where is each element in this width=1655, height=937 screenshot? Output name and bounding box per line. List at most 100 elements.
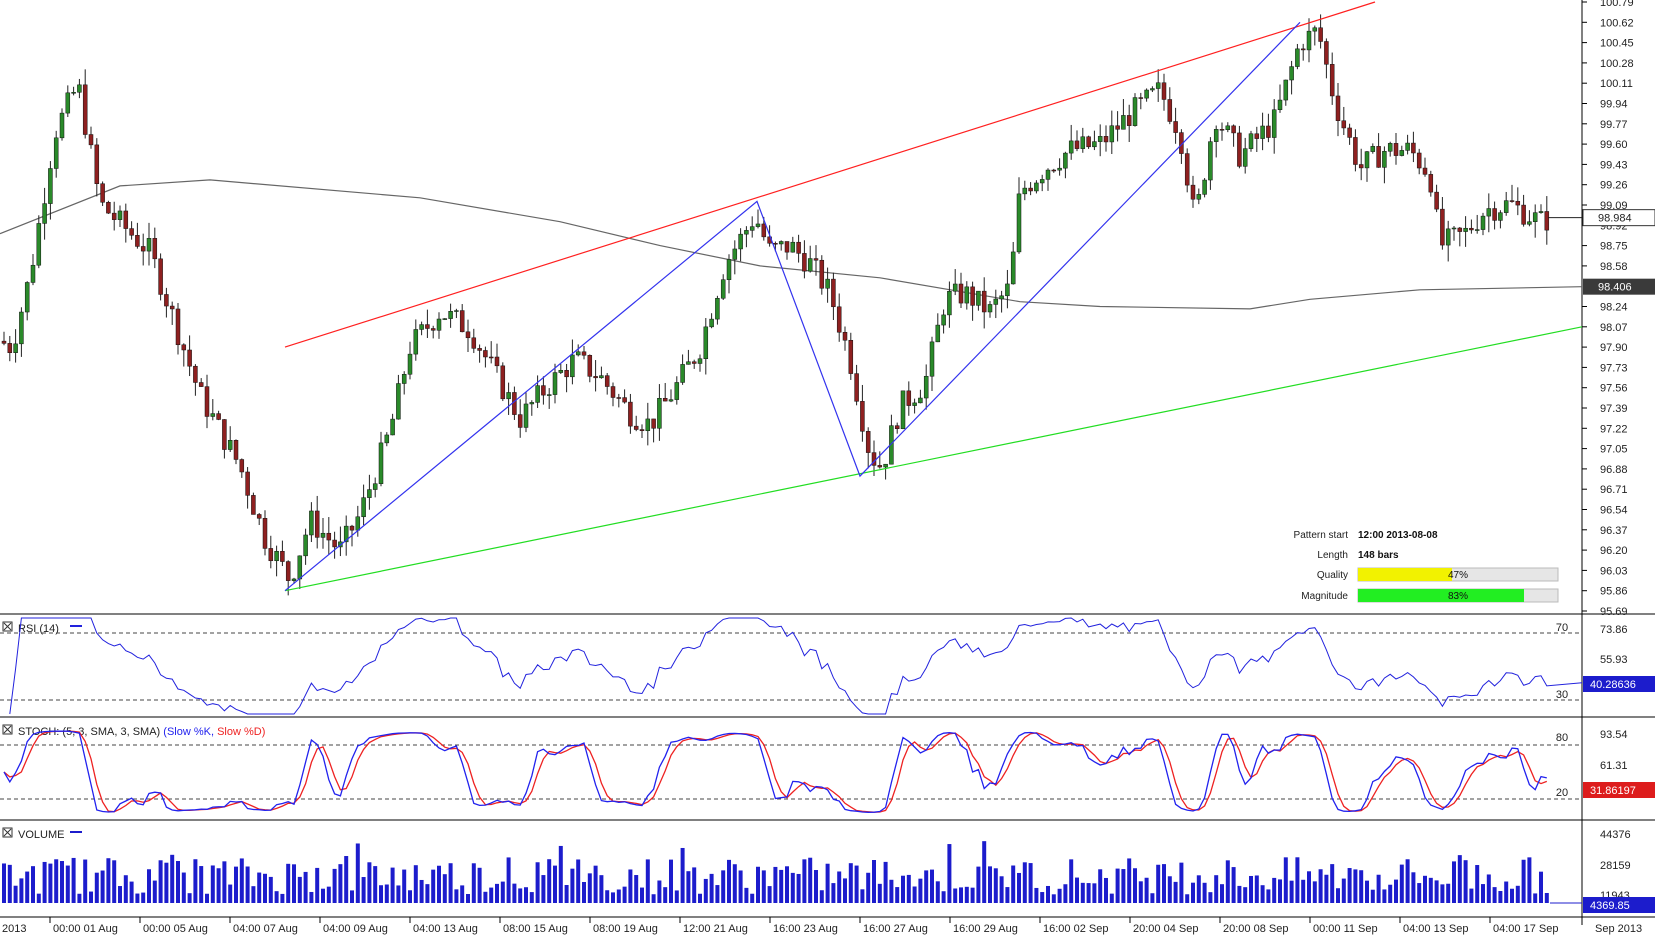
volume-bar xyxy=(918,878,923,903)
volume-bar xyxy=(744,887,749,903)
volume-bar xyxy=(71,857,76,903)
volume-bar xyxy=(483,891,488,903)
volume-bar xyxy=(1365,880,1369,903)
zigzag-path xyxy=(284,21,1301,592)
rsi-title: RSI (14) xyxy=(18,623,59,635)
bearish-candle xyxy=(1,340,7,344)
bearish-candle xyxy=(1266,125,1271,138)
volume-bar xyxy=(1022,862,1027,903)
volume-bar xyxy=(547,859,552,903)
volume-bar xyxy=(60,861,64,903)
volume-bar xyxy=(819,890,824,903)
bearish-candle xyxy=(483,350,488,358)
bearish-candle xyxy=(1440,208,1445,246)
bullish-candle xyxy=(1445,228,1451,246)
volume-bar xyxy=(1336,888,1340,903)
volume-bar xyxy=(1434,880,1439,903)
bullish-candle xyxy=(1405,142,1410,151)
bearish-candle xyxy=(1411,142,1416,154)
bearish-candle xyxy=(773,243,778,245)
volume-bar xyxy=(1034,887,1039,903)
stoch-level-20-label: 20 xyxy=(1556,787,1568,799)
bearish-candle xyxy=(1184,153,1190,186)
rsi-current-box xyxy=(1583,676,1655,692)
bullish-candle xyxy=(274,551,279,562)
volume-bar xyxy=(176,861,180,903)
upper-channel-line xyxy=(284,1,1376,348)
bullish-candle xyxy=(1034,182,1039,192)
volume-bar xyxy=(437,865,441,903)
volume-bar xyxy=(158,860,163,903)
volume-bar xyxy=(518,888,523,903)
volume-bar xyxy=(1504,881,1509,903)
volume-bar xyxy=(1353,869,1358,903)
volume-bar xyxy=(872,860,876,903)
volume-bar xyxy=(1057,888,1062,903)
bullish-candle xyxy=(210,413,216,417)
bearish-candle xyxy=(541,385,546,396)
price-tick-label: 96.37 xyxy=(1600,525,1628,537)
bearish-candle xyxy=(1347,127,1352,138)
volume-bar xyxy=(100,870,105,903)
time-tick-label: 04:00 09 Aug xyxy=(323,923,388,935)
volume-bar xyxy=(1440,884,1445,903)
bullish-candle xyxy=(1283,79,1289,101)
volume-bar xyxy=(1359,870,1364,903)
bullish-candle xyxy=(1382,151,1387,168)
bullish-candle xyxy=(726,259,732,280)
bearish-candle xyxy=(761,223,767,238)
bullish-candle xyxy=(1010,251,1016,285)
bearish-candle xyxy=(204,386,210,417)
bearish-candle xyxy=(1358,164,1364,169)
bearish-candle xyxy=(465,331,471,339)
bullish-candle xyxy=(1463,227,1468,232)
bullish-candle xyxy=(1063,152,1068,169)
bearish-candle xyxy=(1376,146,1381,168)
bullish-candle xyxy=(546,394,552,396)
rsi-tick-2: 55.93 xyxy=(1600,654,1628,666)
volume-bar xyxy=(384,884,389,903)
bearish-candle xyxy=(123,210,129,229)
bearish-candle xyxy=(1353,137,1358,165)
bearish-candle xyxy=(1173,121,1178,133)
bearish-candle xyxy=(1544,211,1550,231)
volume-bar xyxy=(112,860,117,903)
bearish-candle xyxy=(187,349,192,367)
volume-bar xyxy=(1075,877,1079,903)
volume-bar xyxy=(698,893,702,903)
bullish-candle xyxy=(71,92,76,94)
bullish-candle xyxy=(1486,208,1492,217)
bullish-candle xyxy=(935,324,941,343)
bullish-candle xyxy=(1016,193,1022,253)
bearish-candle xyxy=(1231,125,1236,134)
volume-bar xyxy=(402,869,407,903)
volume-bar xyxy=(147,869,151,903)
bearish-candle xyxy=(1492,208,1497,221)
volume-bar xyxy=(297,876,302,903)
volume-bar xyxy=(935,881,940,903)
bullish-candle xyxy=(1480,215,1486,230)
ma-price-box xyxy=(1583,278,1655,295)
bearish-candle xyxy=(784,241,790,253)
volume-bar xyxy=(732,864,737,903)
bearish-candle xyxy=(135,235,140,247)
volume-bar xyxy=(924,870,929,903)
bullish-candle xyxy=(1022,187,1028,195)
bearish-candle xyxy=(1300,48,1306,51)
bearish-candle xyxy=(169,305,175,310)
bearish-candle xyxy=(152,238,158,260)
volume-bar xyxy=(883,861,888,903)
bullish-candle xyxy=(419,324,424,330)
bearish-candle xyxy=(1329,64,1335,97)
volume-bar xyxy=(1017,872,1021,903)
stoch-current-value: 31.86197 xyxy=(1590,785,1636,797)
bullish-candle xyxy=(291,578,297,581)
bullish-candle xyxy=(48,168,53,204)
volume-bar xyxy=(1150,893,1155,903)
price-tick-label: 97.05 xyxy=(1600,444,1628,456)
rsi-line xyxy=(9,617,1583,715)
bullish-candle xyxy=(1242,148,1248,167)
volume-bar xyxy=(1254,875,1259,903)
bullish-candle xyxy=(738,233,743,250)
bearish-candle xyxy=(1509,200,1515,202)
